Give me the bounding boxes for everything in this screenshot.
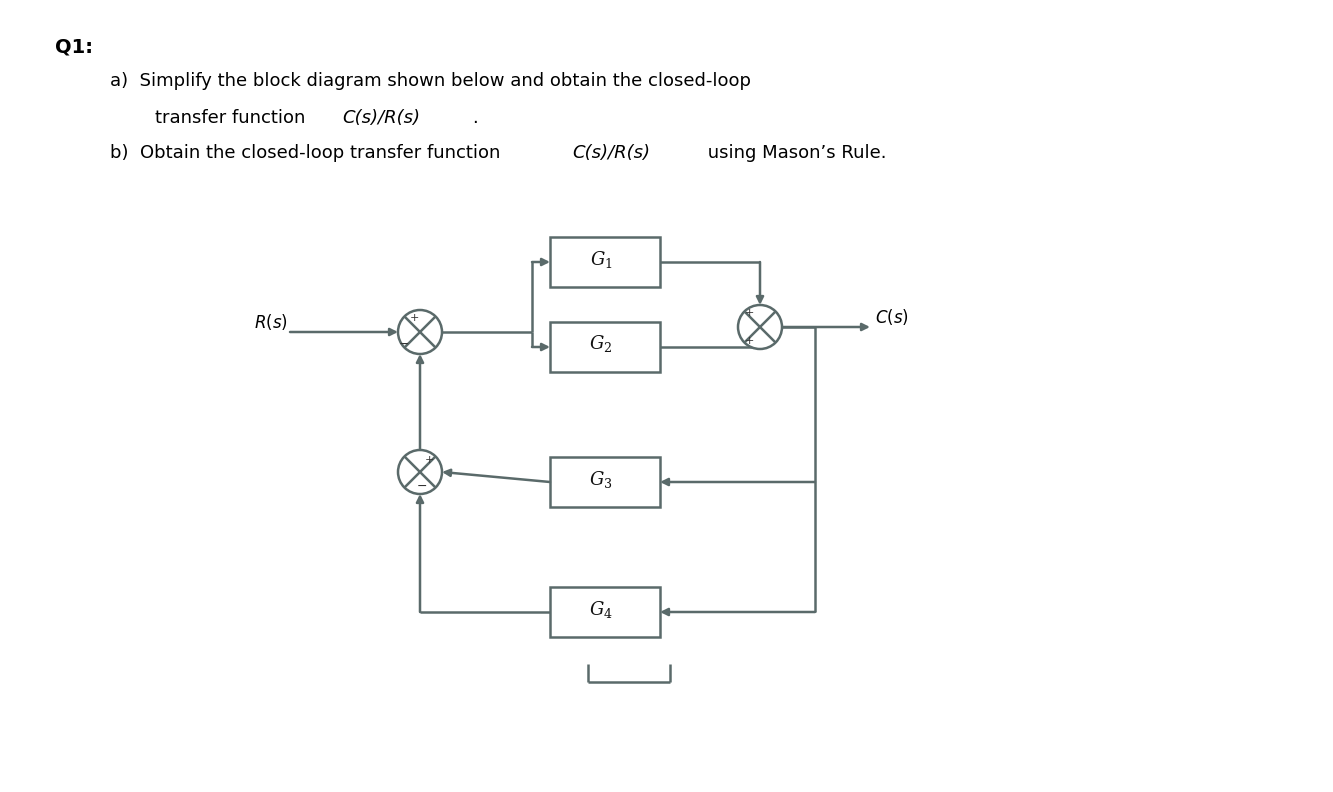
Text: b)  Obtain the closed-loop transfer function: b) Obtain the closed-loop transfer funct…	[111, 144, 507, 162]
Text: $R(s)$: $R(s)$	[255, 312, 288, 332]
Text: −: −	[417, 480, 428, 493]
Text: $G_4$: $G_4$	[589, 599, 613, 619]
FancyBboxPatch shape	[551, 237, 660, 287]
Text: −: −	[399, 338, 409, 352]
Text: +: +	[424, 455, 435, 465]
Text: $C(s)$: $C(s)$	[874, 307, 909, 327]
Text: C(s)/R(s): C(s)/R(s)	[343, 109, 420, 127]
Text: C(s)/R(s): C(s)/R(s)	[572, 144, 651, 162]
Text: $G_1$: $G_1$	[589, 249, 612, 269]
Circle shape	[399, 450, 443, 494]
Text: .: .	[472, 109, 477, 127]
Text: $G_3$: $G_3$	[589, 469, 613, 489]
Text: +: +	[744, 308, 753, 318]
Text: Q1:: Q1:	[55, 37, 93, 56]
Circle shape	[738, 305, 782, 349]
FancyBboxPatch shape	[551, 457, 660, 507]
Text: +: +	[409, 314, 419, 323]
Text: +: +	[744, 336, 753, 345]
Circle shape	[399, 310, 443, 354]
Text: $G_2$: $G_2$	[589, 333, 613, 355]
FancyBboxPatch shape	[551, 322, 660, 372]
FancyBboxPatch shape	[551, 587, 660, 637]
Text: a)  Simplify the block diagram shown below and obtain the closed-loop: a) Simplify the block diagram shown belo…	[111, 72, 750, 90]
Text: using Mason’s Rule.: using Mason’s Rule.	[702, 144, 886, 162]
Text: transfer function: transfer function	[155, 109, 311, 127]
